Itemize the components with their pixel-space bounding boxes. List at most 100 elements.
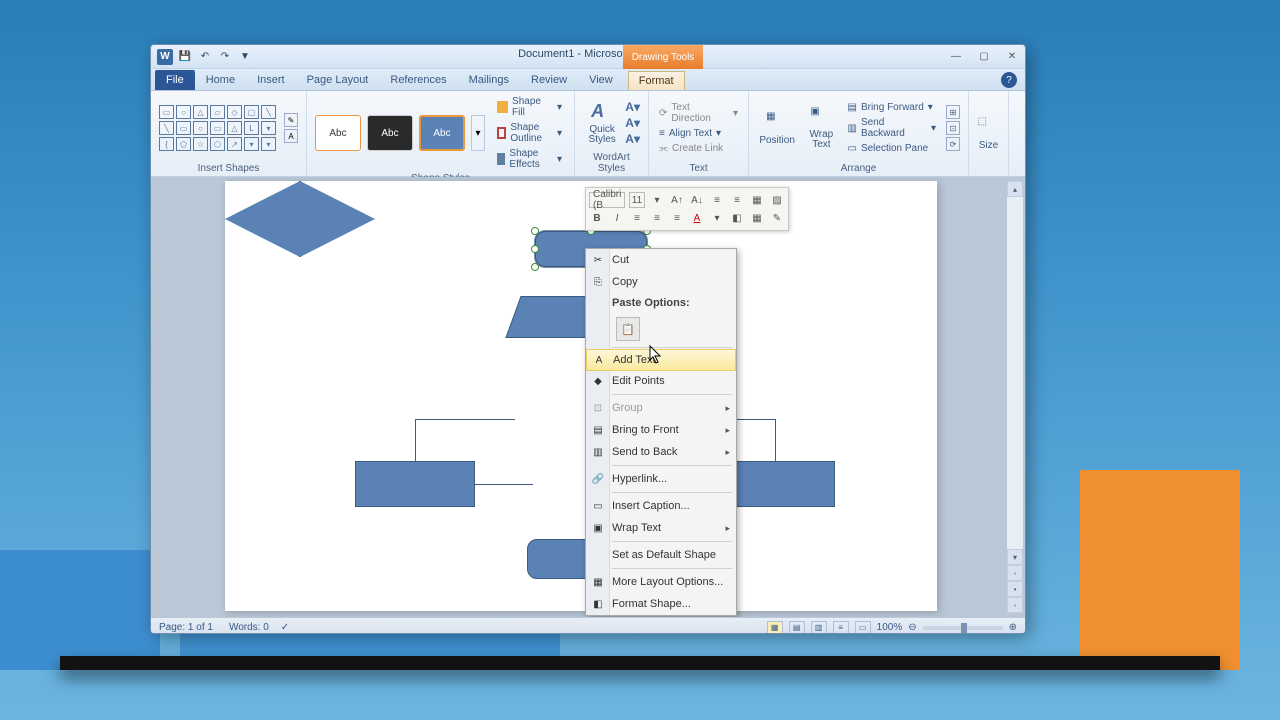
shape-outline-button[interactable]: Shape Outline ▾ bbox=[493, 121, 566, 145]
save-icon[interactable]: 💾 bbox=[177, 49, 193, 65]
tab-home[interactable]: Home bbox=[195, 70, 246, 90]
maximize-button[interactable]: ▢ bbox=[977, 49, 991, 63]
text-effects-icon[interactable]: A▾ bbox=[625, 132, 640, 146]
menu-hyperlink[interactable]: 🔗Hyperlink... bbox=[586, 468, 736, 490]
send-backward-button[interactable]: ▥Send Backward ▾ bbox=[846, 116, 939, 140]
rotate-button[interactable]: ⟳ bbox=[946, 137, 960, 151]
border-icon[interactable]: ▦ bbox=[749, 210, 765, 226]
fill-color-icon[interactable]: ◧ bbox=[729, 210, 745, 226]
tab-mailings[interactable]: Mailings bbox=[458, 70, 520, 90]
font-size-combo[interactable]: 11 bbox=[629, 192, 645, 208]
group-button[interactable]: ⊡ bbox=[946, 121, 960, 135]
grow-font-icon[interactable]: A↑ bbox=[669, 192, 685, 208]
edit-shape-icon[interactable]: ✎ bbox=[284, 113, 298, 127]
proofing-icon[interactable]: ✓ bbox=[281, 622, 289, 633]
bring-forward-button[interactable]: ▤Bring Forward ▾ bbox=[846, 101, 939, 114]
menu-send-to-back[interactable]: ▥Send to Back▸ bbox=[586, 441, 736, 463]
shape-style-1[interactable]: Abc bbox=[315, 115, 361, 151]
menu-more-layout[interactable]: ▦More Layout Options... bbox=[586, 571, 736, 593]
redo-icon[interactable]: ↷ bbox=[217, 49, 233, 65]
page-indicator[interactable]: Page: 1 of 1 bbox=[159, 622, 213, 633]
create-link-button[interactable]: ⫘Create Link bbox=[657, 142, 740, 155]
menu-copy[interactable]: ⎘Copy bbox=[586, 271, 736, 293]
font-size-dropdown[interactable]: ▾ bbox=[649, 192, 665, 208]
italic-icon[interactable]: I bbox=[609, 210, 625, 226]
font-color-icon[interactable]: A bbox=[689, 210, 705, 226]
zoom-level[interactable]: 100% bbox=[877, 622, 903, 633]
shape-style-2[interactable]: Abc bbox=[367, 115, 413, 151]
decrease-indent-icon[interactable]: ≡ bbox=[709, 192, 725, 208]
quick-styles-button[interactable]: A Quick Styles bbox=[583, 101, 621, 145]
text-box-icon[interactable]: A bbox=[284, 129, 298, 143]
tab-file[interactable]: File bbox=[155, 70, 195, 90]
text-fill-icon[interactable]: A▾ bbox=[625, 100, 640, 114]
menu-wrap-text[interactable]: ▣Wrap Text▸ bbox=[586, 517, 736, 539]
word-count[interactable]: Words: 0 bbox=[229, 622, 269, 633]
font-combo[interactable]: Calibri (B bbox=[589, 192, 625, 208]
text-outline-icon[interactable]: A▾ bbox=[625, 116, 640, 130]
align-center-icon[interactable]: ≡ bbox=[649, 210, 665, 226]
menu-format-shape[interactable]: ◧Format Shape... bbox=[586, 593, 736, 615]
print-layout-view[interactable]: ▦ bbox=[767, 621, 783, 635]
wrap-text-button[interactable]: ▣Wrap Text bbox=[801, 106, 841, 150]
shape-fill-button[interactable]: Shape Fill ▾ bbox=[493, 95, 566, 119]
scroll-up-button[interactable]: ▴ bbox=[1007, 181, 1023, 197]
vertical-scrollbar[interactable]: ▴ ▾ ◦ • ◦ bbox=[1007, 181, 1023, 613]
minimize-button[interactable]: — bbox=[949, 49, 963, 63]
bold-icon[interactable]: B bbox=[589, 210, 605, 226]
paste-option-icon[interactable]: 📋 bbox=[616, 317, 640, 341]
document-area[interactable]: Calibri (B 11 ▾ A↑ A↓ ≡ ≡ ▦ ▨ B I ≡ ≡ ≡ … bbox=[151, 177, 1025, 617]
tab-references[interactable]: References bbox=[379, 70, 457, 90]
size-button[interactable]: ⬚Size bbox=[977, 116, 1000, 151]
browse-object-button[interactable]: • bbox=[1007, 581, 1023, 597]
menu-set-default[interactable]: Set as Default Shape bbox=[586, 544, 736, 566]
flowchart-process-left[interactable] bbox=[355, 461, 475, 507]
format-painter-icon[interactable]: ✎ bbox=[769, 210, 785, 226]
outline-view[interactable]: ≡ bbox=[833, 621, 849, 635]
connector bbox=[415, 419, 515, 420]
align-button[interactable]: ⊞ bbox=[946, 105, 960, 119]
tab-review[interactable]: Review bbox=[520, 70, 578, 90]
align-text-button[interactable]: ≡Align Text ▾ bbox=[657, 127, 740, 140]
position-button[interactable]: ▦Position bbox=[757, 111, 797, 146]
shape-style-gallery[interactable]: Abc Abc Abc ▾ bbox=[315, 115, 485, 151]
qat-dropdown-icon[interactable]: ▼ bbox=[237, 49, 253, 65]
fullscreen-view[interactable]: ▤ bbox=[789, 621, 805, 635]
web-view[interactable]: ▥ bbox=[811, 621, 827, 635]
prev-page-button[interactable]: ◦ bbox=[1007, 565, 1023, 581]
shape-effects-button[interactable]: Shape Effects ▾ bbox=[493, 147, 566, 171]
align-left-icon[interactable]: ≡ bbox=[629, 210, 645, 226]
hyperlink-icon: 🔗 bbox=[590, 471, 606, 487]
close-button[interactable]: ✕ bbox=[1005, 49, 1019, 63]
shape-style-3[interactable]: Abc bbox=[419, 115, 465, 151]
increase-indent-icon[interactable]: ≡ bbox=[729, 192, 745, 208]
tab-insert[interactable]: Insert bbox=[246, 70, 296, 90]
shrink-font-icon[interactable]: A↓ bbox=[689, 192, 705, 208]
menu-bring-to-front[interactable]: ▤Bring to Front▸ bbox=[586, 419, 736, 441]
menu-edit-points[interactable]: ◆Edit Points bbox=[586, 370, 736, 392]
font-color-dropdown[interactable]: ▾ bbox=[709, 210, 725, 226]
align-right-icon[interactable]: ≡ bbox=[669, 210, 685, 226]
selection-pane-button[interactable]: ▭Selection Pane bbox=[846, 142, 939, 155]
page[interactable]: Calibri (B 11 ▾ A↑ A↓ ≡ ≡ ▦ ▨ B I ≡ ≡ ≡ … bbox=[225, 181, 937, 611]
tab-view[interactable]: View bbox=[578, 70, 624, 90]
flowchart-decision-shape[interactable] bbox=[225, 181, 375, 257]
draft-view[interactable]: ▭ bbox=[855, 621, 871, 635]
shape-gallery[interactable]: ▭○△▱◇▢╲ ╲▭○▭△L▾ {⬠☆⬡↗▾▾ bbox=[159, 105, 276, 151]
menu-cut[interactable]: ✂Cut bbox=[586, 249, 736, 271]
zoom-slider[interactable] bbox=[923, 626, 1003, 630]
help-icon[interactable]: ? bbox=[1001, 72, 1017, 88]
zoom-out-button[interactable]: ⊖ bbox=[908, 622, 916, 633]
shape-style-more[interactable]: ▾ bbox=[471, 115, 485, 151]
zoom-in-button[interactable]: ⊕ bbox=[1009, 622, 1017, 633]
text-direction-button[interactable]: ⟳Text Direction ▾ bbox=[657, 101, 740, 125]
menu-add-text[interactable]: AAdd Text bbox=[586, 349, 736, 371]
menu-insert-caption[interactable]: ▭Insert Caption... bbox=[586, 495, 736, 517]
scroll-down-button[interactable]: ▾ bbox=[1007, 549, 1023, 565]
highlight-icon[interactable]: ▨ bbox=[769, 192, 785, 208]
undo-icon[interactable]: ↶ bbox=[197, 49, 213, 65]
tab-format[interactable]: Format bbox=[628, 71, 685, 90]
styles-icon[interactable]: ▦ bbox=[749, 192, 765, 208]
next-page-button[interactable]: ◦ bbox=[1007, 597, 1023, 613]
tab-pagelayout[interactable]: Page Layout bbox=[296, 70, 380, 90]
